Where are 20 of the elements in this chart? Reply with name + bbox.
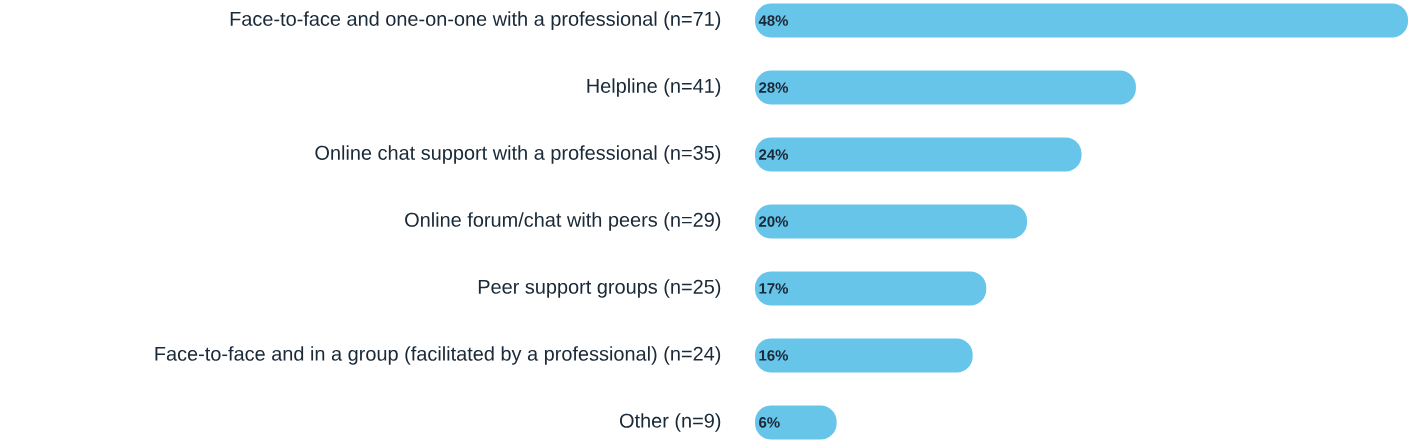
y-tick-label: Face-to-face and one-on-one with a professional (n=71) <box>230 11 721 30</box>
y-tick-label: Peer support groups (n=25) <box>478 279 721 298</box>
bar <box>755 3 1409 38</box>
bar <box>755 137 1082 172</box>
data-label: 48% <box>758 15 789 26</box>
y-tick-label: Online chat support with a professional (n=35) <box>315 145 721 164</box>
bar <box>755 271 987 306</box>
data-label: 17% <box>759 283 789 294</box>
bar <box>755 204 1028 239</box>
data-label: 20% <box>759 216 789 227</box>
y-tick-label: Online forum/chat with peers (n=29) <box>405 212 721 231</box>
y-tick-label: Face-to-face and in a group (facilitated by a professional) (n=24) <box>155 346 721 365</box>
bar <box>755 338 973 373</box>
data-label: 24% <box>759 149 789 160</box>
bar <box>755 70 1136 105</box>
y-tick-label: Helpline (n=41) <box>587 78 721 97</box>
data-label: 6% <box>759 417 780 428</box>
y-tick-label: Other (n=9) <box>619 413 721 432</box>
data-label: 16% <box>759 350 789 361</box>
data-label: 28% <box>759 82 789 93</box>
